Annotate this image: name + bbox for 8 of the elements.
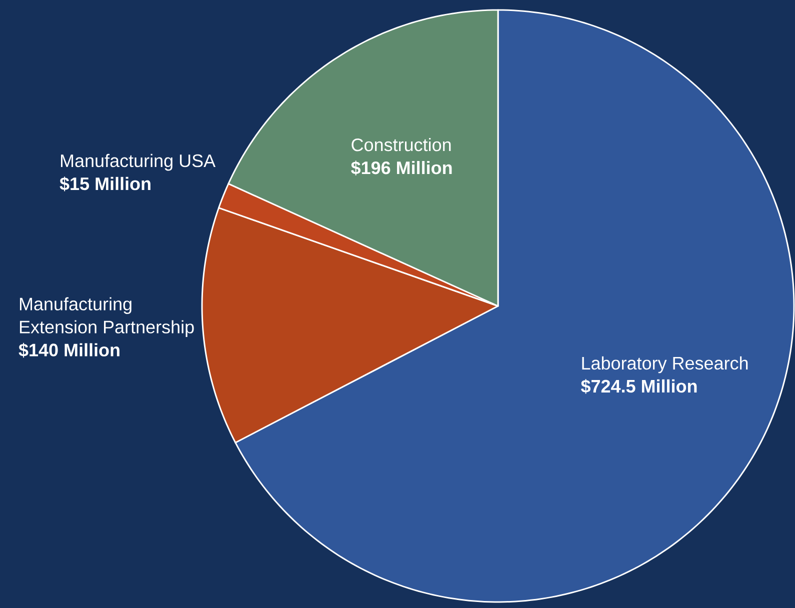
data-label: $724.5 Million: [580, 379, 697, 394]
slice-label: Manufacturing Extension Partnership: [20, 297, 194, 337]
slice-label: Manufacturing USA: [61, 154, 216, 171]
slice-label: Laboratory Research: [582, 356, 748, 374]
data-label: $15 Million: [60, 176, 150, 192]
data-label: $196 Million: [351, 160, 452, 176]
slice-label: Construction: [352, 138, 451, 152]
data-label: $140 Million: [18, 342, 120, 358]
